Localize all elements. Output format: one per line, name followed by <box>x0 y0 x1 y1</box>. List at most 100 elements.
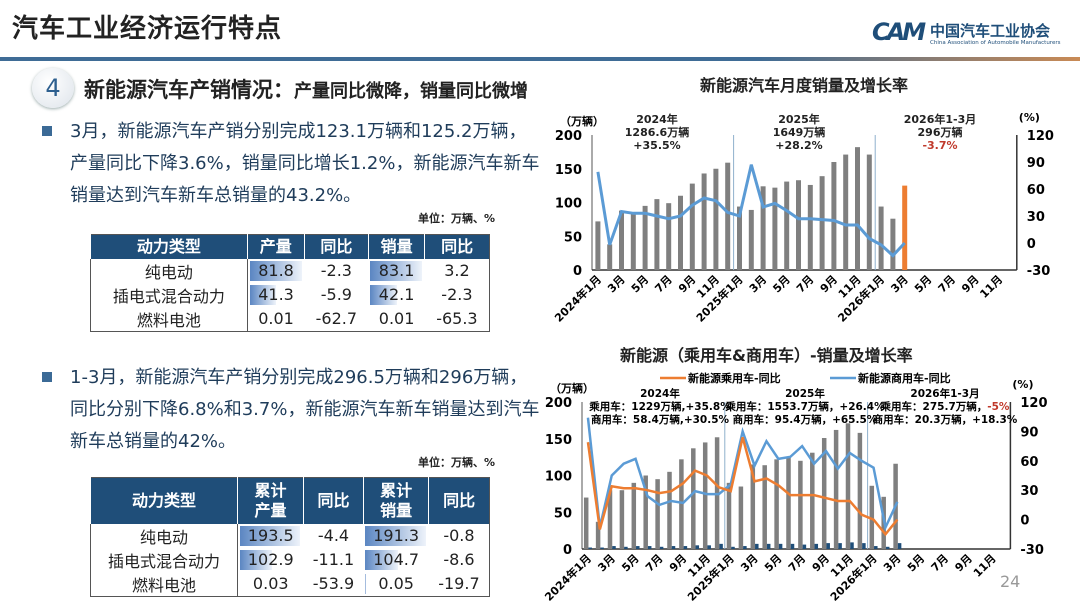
commercial-sales-bar <box>624 546 628 549</box>
table-cell: 0.01 <box>247 307 304 332</box>
chart1-annotation: +35.5% <box>633 139 680 152</box>
cell-value: -53.9 <box>312 574 355 593</box>
x-tick-label: 7月 <box>643 552 665 574</box>
table-header-cell: 动力类型 <box>90 477 238 524</box>
section-number: 4 <box>32 68 74 108</box>
powertrain-type: 纯电动 <box>90 258 248 283</box>
passenger-sales-bar <box>595 521 601 549</box>
y2-tick-label: 120 <box>1020 396 1047 411</box>
chart2-annotation: 2025年 <box>785 387 825 400</box>
chart2-annotation: 乘用车：1229万辆,+35.8% <box>588 400 731 413</box>
passenger-sales-bar <box>786 457 791 549</box>
commercial-sales-bar <box>802 544 807 549</box>
commercial-sales-bar <box>659 546 664 549</box>
commercial-sales-bar <box>814 543 819 549</box>
table-cell: -62.7 <box>304 307 368 332</box>
commercial-sales-bar <box>778 543 783 549</box>
chart2-annotation: 2024年 <box>640 387 680 400</box>
cell-value: 0.05 <box>378 574 414 593</box>
passenger-sales-bar <box>631 482 637 549</box>
logo-mark: CAM <box>872 18 926 46</box>
data-bar <box>370 260 423 281</box>
sales-bar <box>701 173 707 270</box>
table-cell: 102.9 <box>238 548 304 572</box>
y2-tick-label: 60 <box>1020 455 1038 470</box>
commercial-sales-bar <box>826 543 830 549</box>
powertrain-type: 燃料电池 <box>90 571 238 596</box>
table-cell: 0.01 <box>368 307 424 332</box>
sales-bar <box>843 154 849 270</box>
sales-bar <box>866 154 872 270</box>
chart1-title: 新能源汽车月度销量及增长率 <box>700 76 909 95</box>
annotation-red-value: -5% <box>987 401 1010 413</box>
cell-value: 纯电动 <box>144 262 193 282</box>
cell-value: 104.7 <box>373 550 420 569</box>
sales-bar <box>902 185 908 270</box>
table-cell: 42.1 <box>368 283 424 307</box>
table-row: 纯电动 81.8 -2.3 83.1 3.2 <box>90 258 490 283</box>
chart2-annotation: 商用车：95.4万辆，+65.5% <box>733 413 878 426</box>
commercial-sales-bar <box>612 546 616 549</box>
table-header-cell: 同比 <box>428 477 490 524</box>
x-tick-label: 11月 <box>971 552 999 580</box>
sales-bar <box>595 221 601 270</box>
data-bar <box>365 525 426 546</box>
passenger-sales-bar <box>726 482 732 549</box>
legend-passenger-label: 新能源乘用车-同比 <box>688 371 781 385</box>
chart1-annotation: +28.2% <box>775 139 822 152</box>
cell-value: 燃料电池 <box>136 310 201 330</box>
cell-value: -8.6 <box>443 550 475 569</box>
y-tick-label: 200 <box>545 396 572 411</box>
chart1-annotation: 1649万辆 <box>773 125 826 139</box>
commercial-sales-bar <box>647 546 652 549</box>
section-subtitle: 产量同比微降，销量同比微增 <box>294 81 528 102</box>
chart2-annotation: 商用车：20.3万辆，+18.3% <box>873 413 1018 426</box>
passenger-sales-bar <box>810 452 815 549</box>
sales-bar <box>689 183 695 270</box>
cell-value: 燃料电池 <box>131 575 196 595</box>
section-title: 新能源汽车产销情况：产量同比微降，销量同比微增 <box>84 74 528 104</box>
table-cell: -2.3 <box>425 283 490 307</box>
table-cell: 0.03 <box>238 572 304 597</box>
passenger-sales-bar <box>583 497 589 549</box>
chart1-annotation: -3.7% <box>922 139 957 152</box>
sales-bar <box>807 184 813 270</box>
sales-bar <box>855 147 860 270</box>
cell-value: 0.01 <box>378 309 415 328</box>
x-tick-label: 3月 <box>738 552 760 574</box>
powertrain-type: 纯电动 <box>90 523 238 548</box>
table-row: 插电式混合动力 102.9 -11.1 104.7 -8.6 <box>90 547 490 572</box>
table-row: 纯电动 193.5 -4.4 191.3 -0.8 <box>90 523 490 548</box>
header-divider <box>0 57 1080 61</box>
table-cell: 83.1 <box>368 259 424 283</box>
cell-value: -19.7 <box>438 574 480 593</box>
bullet-text-march: 3月，新能源汽车产销分别完成123.1万辆和125.2万辆，产量同比下降3.6%… <box>70 121 540 206</box>
data-bar <box>240 549 273 570</box>
cell-value: -65.3 <box>436 309 478 328</box>
table-cell: 81.8 <box>247 259 304 283</box>
y2-tick-label: 30 <box>1027 210 1045 225</box>
passenger-sales-bar <box>667 471 672 549</box>
passenger-sales-bar <box>798 460 803 549</box>
passenger-sales-bar <box>702 442 708 549</box>
sales-bar <box>619 210 624 270</box>
cell-value: 3.2 <box>444 261 470 280</box>
sales-bar <box>713 168 719 270</box>
table-unit: 单位：万辆、% <box>418 212 496 225</box>
table-header-cell: 累计 销量 <box>362 477 429 524</box>
commercial-sales-bar <box>731 546 735 549</box>
logo-en-text: China Association of Automobile Manufact… <box>930 40 1061 46</box>
chart1-annotation: 296万辆 <box>918 125 963 139</box>
cell-value: 81.8 <box>258 261 294 280</box>
table-header-cell: 动力类型 <box>90 234 248 259</box>
table-header-cell: 销量 <box>367 234 425 259</box>
commercial-sales-bar <box>671 546 676 549</box>
table-cell: -8.6 <box>429 548 490 572</box>
passenger-sales-bar <box>869 485 875 549</box>
table-cell: 3.2 <box>425 259 490 283</box>
powertrain-type: 燃料电池 <box>90 306 248 331</box>
table-header-cell: 累计 产量 <box>237 477 304 524</box>
passenger-sales-bar <box>643 475 648 549</box>
page-number: 24 <box>1000 572 1021 591</box>
